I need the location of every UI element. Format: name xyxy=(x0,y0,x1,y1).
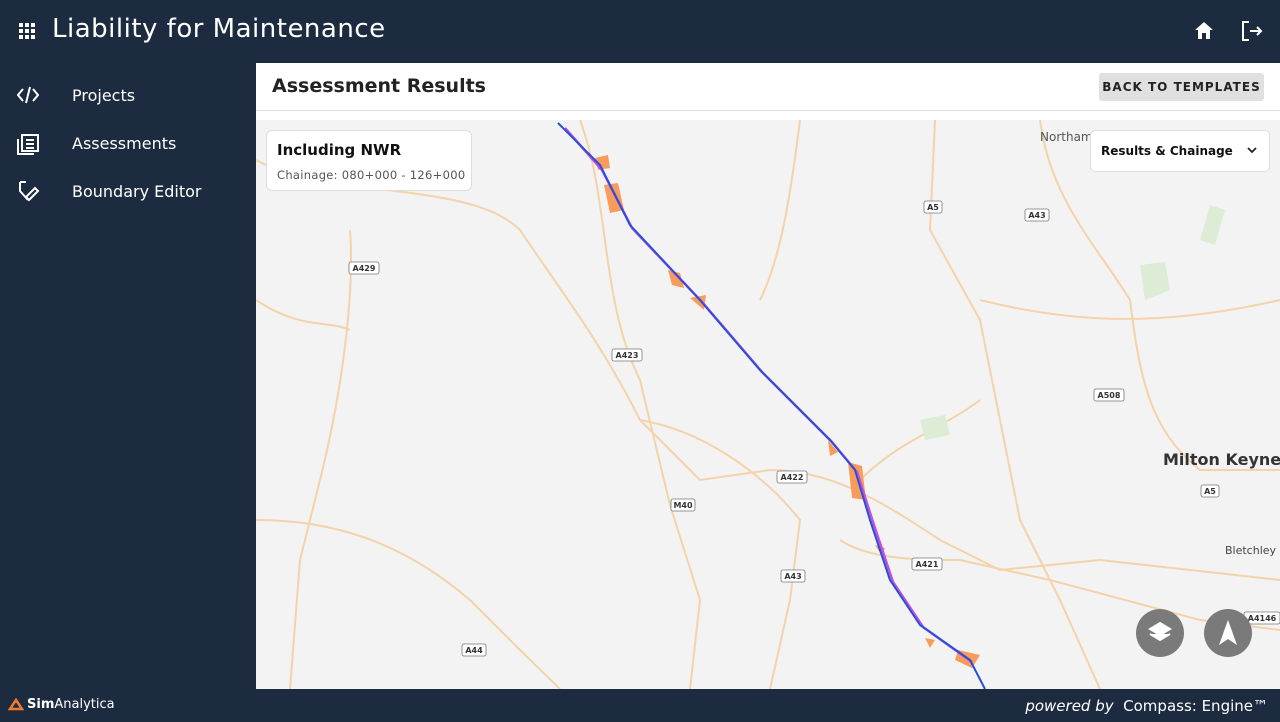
shield-box xyxy=(776,470,808,484)
app-title: Liability for Maintenance xyxy=(52,14,386,44)
road-shield: M40 xyxy=(670,498,696,512)
code-icon xyxy=(17,86,39,104)
brand-regular: Analytica xyxy=(54,697,115,712)
shield-box xyxy=(911,557,943,571)
shield-box xyxy=(1200,484,1220,498)
info-card: Including NWR Chainage: 080+000 - 126+00… xyxy=(266,130,472,191)
brand-logo xyxy=(8,697,24,711)
chevron xyxy=(1247,147,1257,154)
road-shield: A5 xyxy=(923,200,943,214)
road-shield: A44 xyxy=(461,643,487,657)
shield-box xyxy=(670,498,696,512)
list-icon xyxy=(17,134,39,155)
road-label: A422 xyxy=(781,473,804,482)
road-label: A44 xyxy=(465,646,483,655)
shield-box xyxy=(923,200,943,214)
shield-box xyxy=(611,348,643,362)
road-shield: A421 xyxy=(911,557,943,571)
layers-icon xyxy=(1148,621,1172,642)
road-shield: A43 xyxy=(1024,208,1050,222)
place-label: Milton Keynes xyxy=(1163,450,1280,469)
shield-box xyxy=(780,569,806,583)
footer: SimAnalytica powered by Compass: Engine™ xyxy=(0,689,1280,722)
road-label: A508 xyxy=(1098,391,1121,400)
logout-icon[interactable] xyxy=(1240,20,1264,42)
shield-box xyxy=(1024,208,1050,222)
road-shield: A43 xyxy=(780,569,806,583)
page-title: Assessment Results xyxy=(272,75,486,97)
road-shield: A422 xyxy=(776,470,808,484)
road-label: A4146 xyxy=(1248,614,1277,623)
road-shield: A423 xyxy=(611,348,643,362)
shield-box xyxy=(461,643,487,657)
road-shield: A5 xyxy=(1200,484,1220,498)
road-label: A423 xyxy=(616,351,639,360)
card-title: Including NWR xyxy=(277,141,402,159)
home-icon[interactable] xyxy=(1193,20,1215,42)
road-label: A5 xyxy=(927,203,939,212)
powered: powered by Compass: Engine™ xyxy=(1025,697,1268,715)
brand: SimAnalytica xyxy=(27,697,115,712)
nav-label: Projects xyxy=(72,85,136,105)
road-label: A5 xyxy=(1204,487,1216,496)
road-label: A43 xyxy=(784,572,801,581)
back-button[interactable]: BACK TO TEMPLATES xyxy=(1099,73,1264,101)
brand-bold: Sim xyxy=(27,697,55,712)
shield-box xyxy=(1093,388,1125,402)
road-label: A429 xyxy=(353,264,376,273)
road-shield: A508 xyxy=(1093,388,1125,402)
engine-name: Compass: Engine™ xyxy=(1123,697,1268,715)
nav-projects[interactable]: Projects xyxy=(0,71,256,119)
road-label: A43 xyxy=(1028,211,1045,220)
road-label: M40 xyxy=(673,501,693,510)
edit-icon xyxy=(19,181,40,202)
layer-select[interactable]: Results & Chainage xyxy=(1090,130,1270,172)
nav-boundary-editor[interactable]: Boundary Editor xyxy=(0,167,256,215)
place-label: Bletchley xyxy=(1225,544,1277,557)
select-value: Results & Chainage xyxy=(1101,144,1233,158)
card-subtitle: Chainage: 080+000 - 126+000 xyxy=(277,168,466,182)
nav-label: Assessments xyxy=(72,133,177,153)
powered-by: powered by xyxy=(1025,697,1114,715)
shield-box xyxy=(348,261,380,275)
apps-icon[interactable] xyxy=(19,23,37,41)
content: Northampton Milton Keynes Bletchley A5 A43 A… xyxy=(256,63,1280,689)
locate-icon xyxy=(1219,620,1237,645)
nav-label: Boundary Editor xyxy=(72,181,202,201)
road-shield: A429 xyxy=(348,261,380,275)
nav-assessments[interactable]: Assessments xyxy=(0,119,256,167)
road-label: A421 xyxy=(916,560,939,569)
title-bar: Assessment Results BACK TO TEMPLATES xyxy=(256,63,1280,111)
